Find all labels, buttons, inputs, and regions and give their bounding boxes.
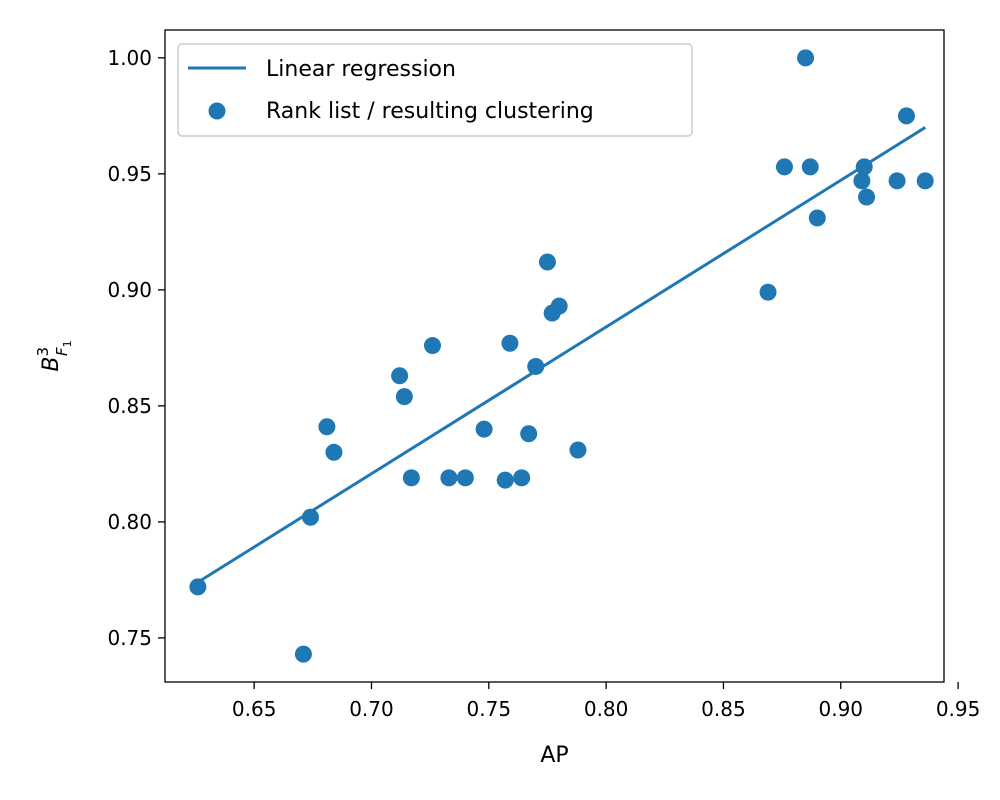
- axes-frame: [164, 29, 945, 683]
- y-axis-ticks: 0.75 0.80 0.85 0.90 0.95 1.00: [107, 46, 165, 650]
- y-axis-label-sup: 3: [34, 347, 52, 357]
- x-tick-label: 0.70: [349, 697, 394, 721]
- legend-label-linear-regression: Linear regression: [266, 57, 456, 82]
- scatter-point: [513, 469, 531, 487]
- scatter-point: [550, 297, 568, 315]
- x-axis-ticks: 0.65 0.70 0.75 0.80 0.85 0.90 0.95: [232, 682, 980, 721]
- scatter-point: [808, 209, 826, 227]
- scatter-point: [294, 645, 312, 663]
- scatter-point: [189, 578, 207, 596]
- plot-area: [189, 49, 934, 663]
- x-tick-label: 0.65: [232, 697, 277, 721]
- x-axis-label: AP: [540, 743, 568, 768]
- scatter-point: [759, 283, 777, 301]
- scatter-point: [775, 158, 793, 176]
- y-tick-label: 0.95: [107, 162, 152, 186]
- scatter-point: [797, 49, 815, 67]
- scatter-point: [853, 172, 871, 190]
- scatter-point: [801, 158, 819, 176]
- y-tick-label: 0.80: [107, 510, 152, 534]
- scatter-point: [402, 469, 420, 487]
- scatter-point: [423, 337, 441, 355]
- x-tick-label: 0.95: [936, 697, 981, 721]
- legend: Linear regression Rank list / resulting …: [177, 43, 693, 137]
- scatter-point: [897, 107, 915, 125]
- scatter-point: [395, 388, 413, 406]
- legend-scatter-marker: [208, 102, 226, 120]
- y-axis-label-base: B: [39, 357, 64, 372]
- scatter-point: [456, 469, 474, 487]
- legend-box: [177, 43, 693, 137]
- x-tick-label: 0.90: [818, 697, 863, 721]
- scatter-point: [569, 441, 587, 459]
- scatter-point: [318, 418, 336, 436]
- scatter-point: [440, 469, 458, 487]
- scatter-point: [325, 443, 343, 461]
- y-tick-label: 0.90: [107, 278, 152, 302]
- y-tick-label: 0.75: [107, 626, 152, 650]
- x-tick-label: 0.75: [467, 697, 512, 721]
- x-tick-label: 0.80: [584, 697, 629, 721]
- scatter-point: [538, 253, 556, 271]
- y-tick-label: 0.85: [107, 394, 152, 418]
- regression-line: [197, 126, 927, 584]
- scatter-point: [916, 172, 934, 190]
- y-axis-label: B3F1: [34, 340, 74, 371]
- legend-label-scatter: Rank list / resulting clustering: [266, 99, 594, 124]
- scatter-point: [496, 471, 514, 489]
- scatter-point: [475, 420, 493, 438]
- scatter-point: [858, 188, 876, 206]
- y-tick-label: 1.00: [107, 46, 152, 70]
- y-axis-label-subsub: 1: [61, 340, 74, 347]
- scatter-point: [391, 367, 409, 385]
- scatter-point: [527, 357, 545, 375]
- x-tick-label: 0.85: [701, 697, 746, 721]
- y-axis-label-sub: F: [53, 347, 71, 356]
- scatter-point: [520, 425, 538, 443]
- scatter-point: [888, 172, 906, 190]
- scatter-point: [501, 334, 519, 352]
